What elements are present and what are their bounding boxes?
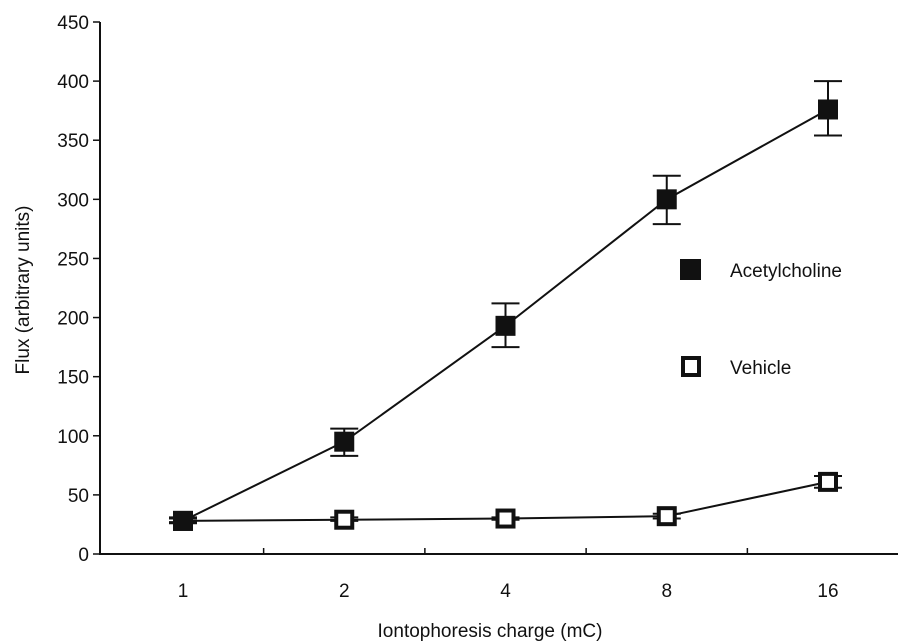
y-tick-label-100: 100 [57,427,89,448]
vehicle-point-2 [334,509,355,530]
ticks: 0 50 100 150 200 250 300 350 400 450 1 2 4 8 16 [57,13,838,602]
y-tick-label-450: 450 [57,13,89,34]
vehicle-series [169,471,842,531]
y-tick-label-0: 0 [78,545,89,566]
vehicle-point-16 [818,471,838,492]
legend-marker-acetylcholine [680,259,701,280]
x-tick-label-16: 16 [817,581,838,602]
legend-label-acetylcholine: Acetylcholine [730,261,842,282]
y-axis-label: Flux (arbitrary units) [13,206,34,375]
acetylcholine-point-1 [173,510,193,531]
acetylcholine-series [169,80,842,531]
vehicle-point-8 [656,506,677,527]
x-tick-label-8: 8 [661,581,672,602]
y-tick-label-50: 50 [68,486,89,507]
acetylcholine-point-4 [495,315,516,336]
y-tick-label-150: 150 [57,368,89,389]
x-axis-label: Iontophoresis charge (mC) [378,621,603,642]
legend-marker-vehicle [681,356,701,377]
legend-label-vehicle: Vehicle [730,358,791,379]
y-tick-label-300: 300 [57,190,89,211]
legend: Acetylcholine Vehicle [680,259,842,379]
acetylcholine-point-16 [818,99,838,120]
y-tick-label-350: 350 [57,131,89,152]
axes [99,22,898,555]
vehicle-point-4 [495,508,516,529]
x-tick-label-2: 2 [339,581,350,602]
y-tick-label-250: 250 [57,249,89,270]
series-layer [169,80,842,531]
y-tick-label-400: 400 [57,72,89,93]
acetylcholine-point-2 [334,431,355,452]
y-tick-label-200: 200 [57,309,89,330]
acetylcholine-point-8 [656,189,677,210]
x-tick-label-4: 4 [500,581,511,602]
x-tick-label-1: 1 [178,581,189,602]
